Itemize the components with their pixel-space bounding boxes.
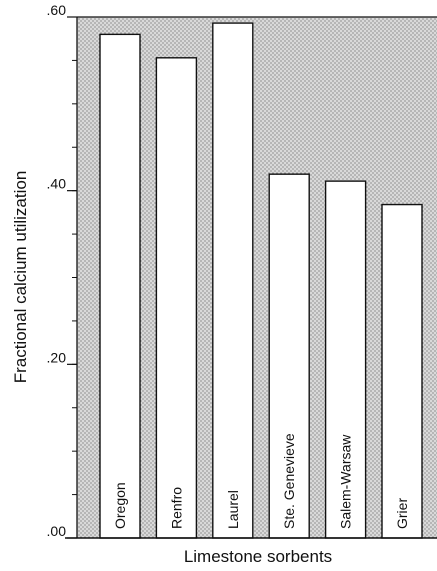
bar-label-1: Renfro	[168, 487, 184, 529]
bar-5	[381, 203, 423, 539]
bar-1	[155, 57, 198, 539]
x-axis-label: Limestone sorbents	[184, 547, 332, 566]
y-tick-label: .00	[47, 523, 67, 539]
bar-label-3: Ste. Genevieve	[281, 433, 297, 529]
y-axis: .00 .20 .40 .60	[47, 2, 437, 539]
y-tick-label: .20	[47, 349, 67, 365]
bar-label-2: Laurel	[225, 490, 241, 529]
bars: Oregon Renfro Laurel Ste. Genevieve Salem-Wa…	[99, 22, 423, 539]
y-axis-label: Fractional calcium utilization	[11, 171, 30, 384]
bar-4	[324, 180, 367, 539]
bar-2	[212, 22, 254, 539]
bar-label-0: Oregon	[112, 482, 128, 529]
bar-0	[99, 33, 141, 539]
y-tick-label: .40	[47, 176, 67, 192]
y-tick-label: .60	[47, 2, 67, 18]
bar-label-5: Grier	[394, 498, 410, 529]
bar-label-4: Salem-Warsaw	[338, 434, 354, 529]
bar-3	[268, 173, 310, 539]
